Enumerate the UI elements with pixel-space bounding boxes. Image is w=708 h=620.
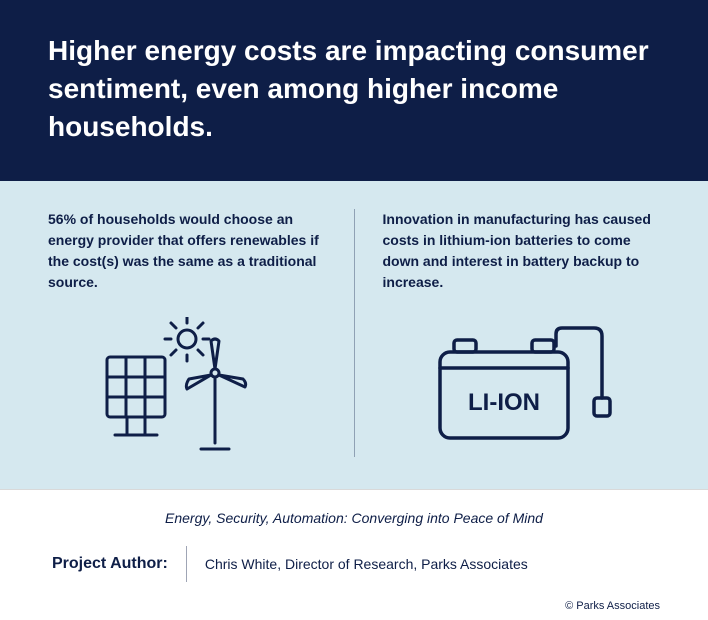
- left-stat-text: 56% of households would choose an energy…: [48, 209, 326, 293]
- project-subtitle: Energy, Security, Automation: Converging…: [48, 510, 660, 526]
- headline: Higher energy costs are impacting consum…: [48, 32, 660, 145]
- author-label: Project Author:: [52, 555, 168, 573]
- author-divider: [186, 546, 187, 582]
- author-name: Chris White, Director of Research, Parks…: [205, 556, 528, 572]
- author-row: Project Author: Chris White, Director of…: [48, 546, 660, 582]
- copyright: © Parks Associates: [48, 600, 660, 612]
- header-banner: Higher energy costs are impacting consum…: [0, 0, 708, 181]
- liion-battery-icon: LI-ION: [383, 317, 661, 457]
- column-divider: [354, 209, 355, 457]
- solar-wind-icon: [48, 317, 326, 457]
- battery-label: LI-ION: [468, 389, 540, 416]
- right-column: Innovation in manufacturing has caused c…: [355, 209, 661, 457]
- left-column: 56% of households would choose an energy…: [48, 209, 354, 457]
- footer: Energy, Security, Automation: Converging…: [0, 489, 708, 620]
- content-panel: 56% of households would choose an energy…: [0, 181, 708, 489]
- right-stat-text: Innovation in manufacturing has caused c…: [383, 209, 661, 293]
